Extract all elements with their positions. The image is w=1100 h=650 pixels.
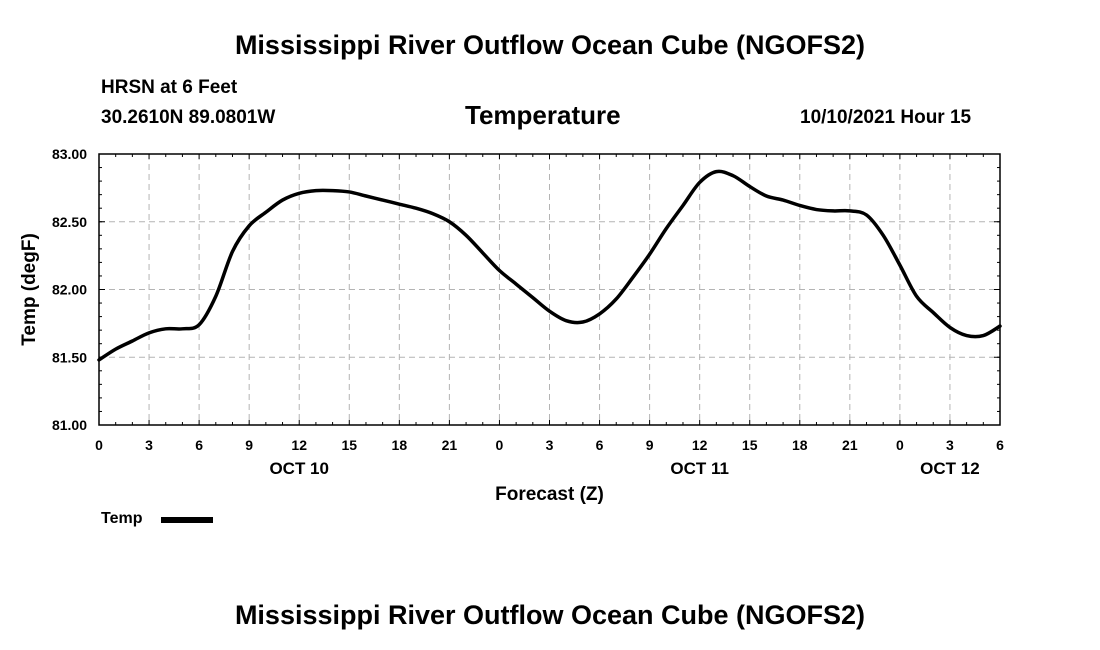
y-tick-label: 83.00 bbox=[52, 146, 87, 162]
x-tick-label: 0 bbox=[496, 437, 504, 453]
x-tick-label: 9 bbox=[646, 437, 654, 453]
x-tick-label: 6 bbox=[195, 437, 203, 453]
station-coordinates: 30.2610N 89.0801W bbox=[101, 107, 276, 128]
x-tick-label: 3 bbox=[145, 437, 153, 453]
footer-title: Mississippi River Outflow Ocean Cube (NG… bbox=[234, 600, 866, 630]
x-axis-label: Forecast (Z) bbox=[495, 484, 604, 505]
x-tick-label: 18 bbox=[392, 437, 408, 453]
x-tick-label: 9 bbox=[245, 437, 253, 453]
x-tick-label: 6 bbox=[996, 437, 1004, 453]
y-axis-label: Temp (degF) bbox=[19, 233, 40, 346]
x-tick-label: 18 bbox=[792, 437, 808, 453]
y-tick-label: 81.50 bbox=[52, 349, 87, 365]
y-tick-label: 82.50 bbox=[52, 214, 87, 230]
station-name: HRSN at 6 Feet bbox=[101, 77, 238, 98]
x-tick-label: 6 bbox=[596, 437, 604, 453]
forecast-datetime: 10/10/2021 Hour 15 bbox=[800, 107, 972, 128]
date-label: OCT 11 bbox=[670, 459, 729, 478]
legend-swatch bbox=[161, 517, 213, 523]
x-tick-label: 15 bbox=[742, 437, 758, 453]
x-tick-label: 12 bbox=[291, 437, 307, 453]
x-tick-label: 21 bbox=[842, 437, 858, 453]
date-label: OCT 12 bbox=[920, 459, 980, 478]
y-tick-label: 81.00 bbox=[52, 417, 87, 433]
temp-series-line bbox=[97, 169, 1002, 362]
chart-title: Temperature bbox=[465, 100, 621, 130]
y-tick-label: 82.00 bbox=[52, 282, 87, 298]
x-tick-label: 0 bbox=[95, 437, 103, 453]
x-tick-label: 3 bbox=[546, 437, 554, 453]
x-tick-label: 0 bbox=[896, 437, 904, 453]
x-tick-label: 3 bbox=[946, 437, 954, 453]
x-tick-label: 15 bbox=[341, 437, 357, 453]
x-tick-label: 21 bbox=[442, 437, 458, 453]
x-tick-label: 12 bbox=[692, 437, 708, 453]
date-label: OCT 10 bbox=[269, 459, 329, 478]
legend-label: Temp bbox=[101, 510, 143, 527]
page-title: Mississippi River Outflow Ocean Cube (NG… bbox=[234, 30, 866, 60]
